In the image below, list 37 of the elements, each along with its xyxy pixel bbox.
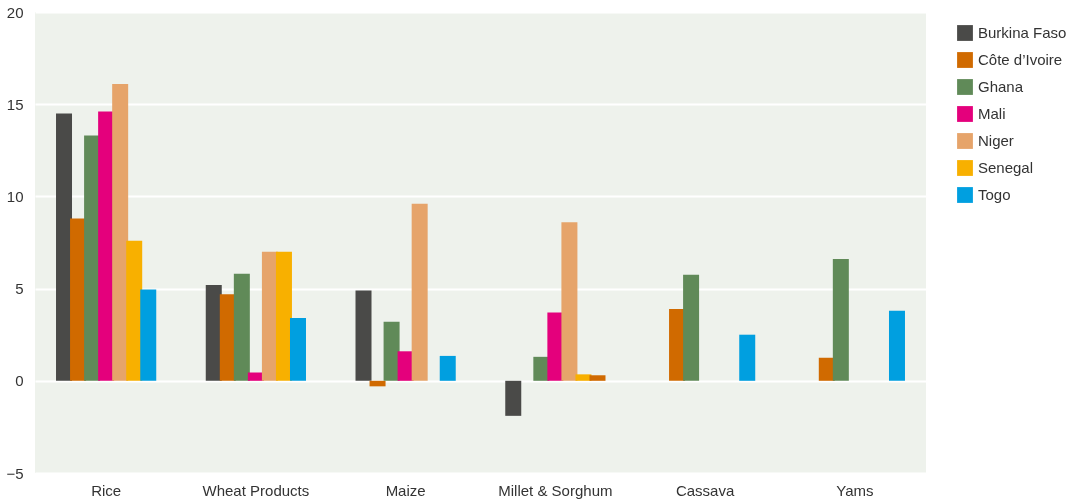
- legend-label: Mali: [978, 105, 1006, 122]
- x-tick-label: Yams: [836, 481, 874, 499]
- bar: [683, 274, 700, 381]
- x-tick-label: Maize: [385, 481, 426, 499]
- y-tick-label: 20: [6, 3, 24, 21]
- bar: [140, 289, 157, 381]
- y-tick-label: 10: [6, 187, 24, 205]
- bar: [369, 380, 386, 387]
- bar: [275, 251, 292, 381]
- y-tick-label: −5: [6, 464, 24, 482]
- bar: [888, 310, 905, 381]
- bar: [832, 259, 849, 381]
- bar: [561, 222, 578, 381]
- bar: [439, 355, 456, 381]
- x-tick-label: Cassava: [675, 481, 735, 499]
- legend-label: Senegal: [978, 159, 1034, 176]
- legend-label: Côte d’Ivoire: [978, 51, 1063, 68]
- bar: [56, 113, 73, 381]
- x-tick-label: Millet & Sorghum: [498, 481, 613, 499]
- legend-label: Togo: [978, 186, 1011, 203]
- bar: [411, 203, 428, 381]
- y-tick-label: 0: [15, 372, 24, 390]
- y-tick-label: 15: [6, 95, 24, 113]
- legend-label: Niger: [978, 132, 1014, 149]
- bar: [355, 290, 372, 381]
- bar: [383, 321, 400, 381]
- bar: [112, 83, 129, 381]
- x-tick-label: Rice: [91, 481, 122, 499]
- legend-label: Burkina Faso: [978, 24, 1067, 41]
- bar: [233, 273, 250, 381]
- bar: [289, 318, 306, 381]
- legend-label: Ghana: [978, 78, 1024, 95]
- bar: [739, 334, 756, 381]
- bar: [505, 380, 522, 416]
- y-tick-label: 5: [15, 280, 24, 298]
- bar: [126, 240, 143, 381]
- x-tick-label: Wheat Products: [202, 481, 310, 499]
